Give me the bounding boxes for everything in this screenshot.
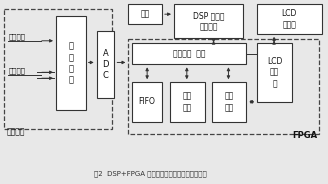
Bar: [170, 82, 205, 122]
Bar: [128, 4, 162, 24]
Text: 图2  DSP+FPGA 结构的数字示波器硬件结构框图: 图2 DSP+FPGA 结构的数字示波器硬件结构框图: [94, 170, 207, 177]
Text: DSP 及少量
外围电路: DSP 及少量 外围电路: [193, 11, 224, 31]
Bar: [174, 4, 243, 38]
Text: LCD
控制
器: LCD 控制 器: [267, 57, 282, 88]
Text: FPGA: FPGA: [292, 131, 317, 140]
Bar: [56, 16, 86, 110]
Bar: [128, 39, 319, 134]
Text: 键盘: 键盘: [140, 10, 150, 19]
Text: 信
号
调
理: 信 号 调 理: [68, 42, 73, 84]
Bar: [4, 9, 113, 129]
Text: 总线控制  仲裁: 总线控制 仲裁: [173, 49, 206, 58]
Bar: [257, 4, 322, 34]
Text: 被测信号: 被测信号: [8, 33, 25, 40]
Text: LCD
显示屏: LCD 显示屏: [282, 9, 297, 29]
Bar: [96, 31, 114, 98]
Text: 显示
缓存: 显示 缓存: [224, 92, 234, 112]
Bar: [212, 82, 246, 122]
Text: 被测元件: 被测元件: [8, 67, 25, 74]
Bar: [257, 43, 292, 102]
Text: 测频
测周: 测频 测周: [183, 92, 192, 112]
Bar: [132, 82, 162, 122]
Text: 模拟通道: 模拟通道: [6, 128, 25, 137]
Text: FIFO: FIFO: [139, 97, 155, 106]
Bar: [132, 43, 246, 64]
Text: A
D
C: A D C: [102, 49, 109, 80]
